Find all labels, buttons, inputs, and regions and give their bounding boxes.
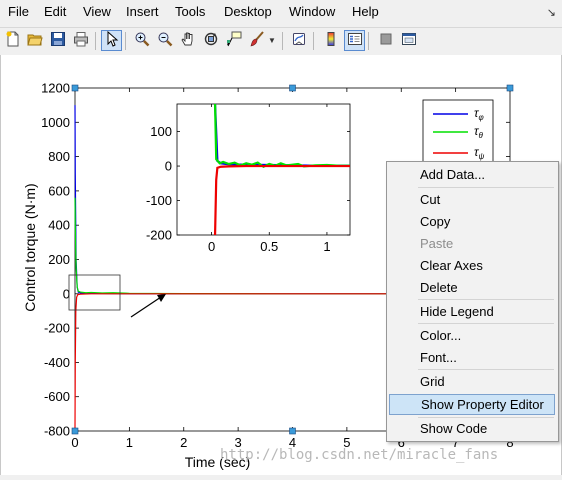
- x-tick-label: 7: [452, 435, 459, 450]
- menu-tools[interactable]: Tools: [175, 4, 206, 19]
- ctx-separator: [418, 299, 554, 300]
- ctx-grid[interactable]: Grid: [420, 374, 445, 389]
- open-file-icon[interactable]: [25, 31, 44, 50]
- ctx-clear-axes[interactable]: Clear Axes: [420, 258, 483, 273]
- x-tick-label: 8: [506, 435, 513, 450]
- legend-label-tau-phi: τφ: [474, 106, 484, 122]
- y-tick-label: 0: [63, 286, 70, 301]
- ctx-separator: [418, 417, 554, 418]
- toolbar-separator: [95, 32, 96, 50]
- menu-help[interactable]: Help: [352, 4, 379, 19]
- y-tick-label: 800: [48, 149, 70, 164]
- y-tick-label: -600: [44, 389, 70, 404]
- colorbar-icon[interactable]: [321, 31, 340, 50]
- inset-plot-area: [176, 103, 351, 236]
- print-icon[interactable]: [71, 31, 90, 50]
- ctx-add-data[interactable]: Add Data...: [420, 167, 486, 182]
- selection-handle[interactable]: [71, 84, 79, 92]
- ctx-color[interactable]: Color...: [420, 328, 462, 343]
- selection-handle[interactable]: [71, 427, 79, 435]
- x-tick-label: 2: [180, 435, 187, 450]
- brush-icon[interactable]: [247, 31, 266, 50]
- toolbar-separator: [313, 32, 314, 50]
- y-tick-label: 600: [48, 183, 70, 198]
- legend-label-tau-psi: τψ: [474, 145, 485, 161]
- context-menu: Add Data... Cut Copy Paste Clear Axes De…: [386, 161, 559, 442]
- ctx-copy[interactable]: Copy: [420, 214, 451, 229]
- save-icon[interactable]: [48, 31, 67, 50]
- brush-dropdown-icon[interactable]: ▼: [268, 36, 276, 45]
- ctx-separator: [418, 187, 554, 188]
- menu-bar: File Edit View Insert Tools Desktop Wind…: [0, 0, 562, 27]
- zoom-region-box: [68, 274, 121, 311]
- toolbar-separator: [282, 32, 283, 50]
- selection-handle[interactable]: [289, 84, 296, 92]
- ctx-delete[interactable]: Delete: [420, 280, 458, 295]
- x-axis-label: Time (sec): [185, 454, 251, 470]
- undock-arrow-icon[interactable]: ↘: [546, 7, 556, 19]
- inset-y-tick-label: -200: [146, 228, 172, 243]
- y-tick-label: 400: [48, 218, 70, 233]
- y-tick-label: -200: [44, 321, 70, 336]
- ctx-separator: [418, 323, 554, 324]
- data-cursor-icon[interactable]: [224, 31, 243, 50]
- selection-handle[interactable]: [289, 427, 296, 435]
- inset-series-line-2[interactable]: [213, 164, 350, 235]
- legend-box: [422, 99, 494, 169]
- x-tick-label: 1: [126, 435, 133, 450]
- ctx-show-code[interactable]: Show Code: [420, 421, 488, 436]
- x-tick-label: 5: [343, 435, 350, 450]
- menu-desktop[interactable]: Desktop: [224, 4, 272, 19]
- select-arrow-icon[interactable]: [101, 30, 122, 51]
- x-tick-label: 4: [289, 435, 296, 450]
- figure-toolbar: ▼: [0, 27, 562, 56]
- rotate-3d-icon[interactable]: [201, 31, 220, 50]
- menu-edit[interactable]: Edit: [44, 4, 67, 19]
- menu-insert[interactable]: Insert: [126, 4, 159, 19]
- ctx-separator: [418, 369, 554, 370]
- legend-icon[interactable]: [344, 30, 365, 51]
- selection-handle[interactable]: [506, 84, 514, 92]
- ctx-show-property-editor[interactable]: Show Property Editor: [389, 394, 555, 415]
- watermark-text: http://blog.csdn.net/miracle_fans: [220, 447, 499, 463]
- ctx-paste: Paste: [420, 236, 454, 251]
- ctx-cut[interactable]: Cut: [420, 192, 441, 207]
- new-figure-icon[interactable]: [3, 31, 22, 50]
- menu-view[interactable]: View: [83, 4, 111, 19]
- x-tick-label: 6: [398, 435, 405, 450]
- y-tick-label: -800: [44, 424, 70, 439]
- y-tick-label: -400: [44, 355, 70, 370]
- annotation-arrow: [130, 294, 166, 318]
- y-tick-label: 1000: [41, 115, 70, 130]
- zoom-in-icon[interactable]: [132, 31, 151, 50]
- zoom-out-icon[interactable]: [155, 31, 174, 50]
- y-tick-label: 200: [48, 252, 70, 267]
- pan-hand-icon[interactable]: [178, 31, 197, 50]
- menu-window[interactable]: Window: [289, 4, 336, 19]
- inset-axes[interactable]: 0 0.5 1 100 0 -100 -200: [146, 103, 351, 254]
- inset-y-tick-label: 100: [150, 124, 172, 139]
- x-tick-label: 3: [235, 435, 242, 450]
- y-axis-label: Control torque (N·m): [22, 183, 38, 311]
- ctx-font[interactable]: Font...: [420, 350, 457, 365]
- legend-label-tau-theta: τθ: [474, 124, 484, 140]
- series-line-2[interactable]: [74, 293, 510, 428]
- inset-y-tick-label: -100: [146, 193, 172, 208]
- inset-x-tick-label: 0: [208, 239, 215, 254]
- legend[interactable]: τφ τθ τψ: [422, 99, 494, 169]
- inset-x-tick-label: 1: [323, 239, 330, 254]
- y-tick-label: 1200: [41, 81, 70, 96]
- menu-file[interactable]: File: [8, 4, 29, 19]
- inset-x-tick-label: 0.5: [260, 239, 278, 254]
- hide-plot-tools-icon[interactable]: [376, 31, 395, 50]
- link-plot-icon[interactable]: [289, 31, 308, 50]
- toolbar-separator: [368, 32, 369, 50]
- toolbar-separator: [125, 32, 126, 50]
- x-tick-label: 0: [71, 435, 78, 450]
- ctx-hide-legend[interactable]: Hide Legend: [420, 304, 494, 319]
- show-plot-tools-icon[interactable]: [399, 31, 418, 50]
- inset-y-tick-label: 0: [165, 159, 172, 174]
